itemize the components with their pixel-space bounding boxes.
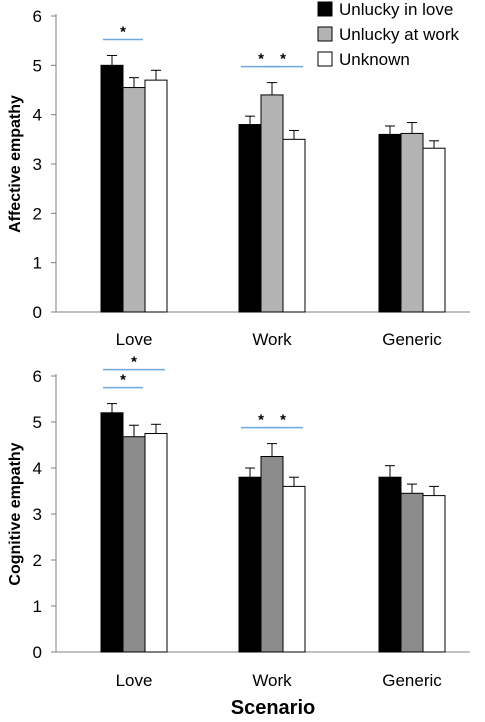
bar xyxy=(282,485,306,653)
y-axis-label: Cognitive empathy xyxy=(7,442,24,585)
bar xyxy=(378,133,402,313)
category-label: Work xyxy=(252,330,292,349)
category-label: Love xyxy=(116,330,153,349)
significance-star: * xyxy=(258,412,264,429)
y-tick-label: 0 xyxy=(33,643,42,662)
y-tick-label: 2 xyxy=(33,551,42,570)
y-tick-label: 4 xyxy=(33,106,42,125)
category-label: Generic xyxy=(382,330,442,349)
significance-star: * xyxy=(280,412,286,429)
bar xyxy=(422,495,446,653)
bar xyxy=(422,147,446,313)
legend-swatch xyxy=(317,1,333,17)
significance-star: * xyxy=(131,354,137,371)
legend-label: Unlucky in love xyxy=(339,0,453,19)
bar xyxy=(238,124,262,313)
significance-star: * xyxy=(280,51,286,68)
bar xyxy=(260,94,284,313)
y-tick-label: 0 xyxy=(33,303,42,322)
bar xyxy=(400,132,424,313)
affective-empathy-chart: 0 1 2 3 4 5 6 Affective empathy Love Work Generic *… xyxy=(7,7,470,349)
y-tick-label: 5 xyxy=(33,56,42,75)
category-label: Generic xyxy=(382,671,442,690)
bar xyxy=(144,79,168,313)
bar xyxy=(144,433,168,653)
legend: Unlucky in love Unlucky at work Unknown xyxy=(317,0,459,69)
x-axis-label: Scenario xyxy=(231,697,315,719)
significance-star: * xyxy=(258,51,264,68)
bar xyxy=(100,412,124,653)
bar xyxy=(400,492,424,653)
bar xyxy=(122,436,146,653)
legend-label: Unknown xyxy=(339,50,410,69)
legend-label: Unlucky at work xyxy=(339,25,459,44)
category-label: Work xyxy=(252,671,292,690)
bar xyxy=(238,476,262,653)
y-tick-label: 6 xyxy=(33,7,42,26)
cognitive-empathy-chart: 0 1 2 3 4 5 6 Cognitive empathy Love Work Generic *… xyxy=(7,354,470,719)
y-tick-label: 2 xyxy=(33,204,42,223)
y-tick-label: 3 xyxy=(33,155,42,174)
y-tick-label: 1 xyxy=(33,254,42,273)
y-tick-label: 6 xyxy=(33,367,42,386)
bar xyxy=(122,87,146,313)
y-tick-label: 1 xyxy=(33,597,42,616)
bar xyxy=(378,476,402,653)
legend-swatch xyxy=(317,51,333,67)
legend-swatch xyxy=(317,26,333,42)
y-axis-label: Affective empathy xyxy=(7,95,24,233)
y-tick-label: 3 xyxy=(33,505,42,524)
bar xyxy=(260,456,284,653)
y-tick-label: 4 xyxy=(33,459,42,478)
y-tick-label: 5 xyxy=(33,413,42,432)
significance-star: * xyxy=(120,23,126,40)
bar xyxy=(100,64,124,313)
bar xyxy=(282,138,306,313)
category-label: Love xyxy=(116,671,153,690)
significance-star: * xyxy=(120,372,126,389)
